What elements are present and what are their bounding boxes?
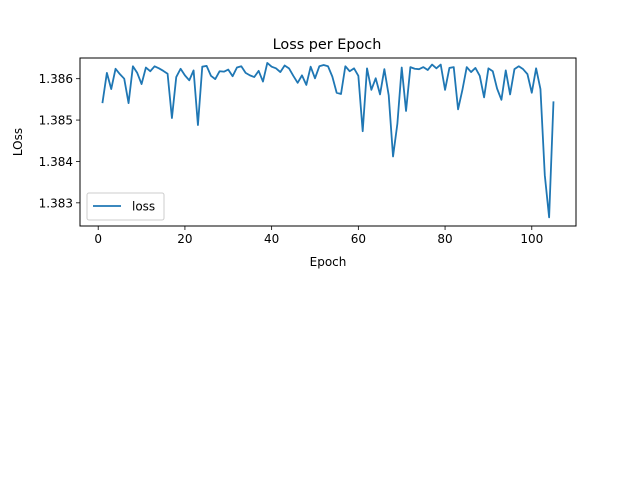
x-tick-label: 40	[264, 232, 279, 246]
loss-series-line	[101, 62, 555, 219]
y-axis-label: LOss	[11, 128, 25, 156]
x-axis-label: Epoch	[310, 255, 347, 269]
x-tick-label: 60	[351, 232, 366, 246]
y-axis-ticks: 1.383 1.384 1.385 1.386	[39, 72, 80, 210]
x-tick-label: 100	[520, 232, 543, 246]
y-tick-label: 1.384	[39, 155, 73, 169]
y-tick-label: 1.383	[39, 196, 73, 210]
legend-box	[86, 192, 165, 221]
y-tick-label: 1.385	[39, 114, 73, 128]
plot-frame	[79, 57, 577, 227]
x-axis-ticks: 0 20 40 60 80 100	[94, 226, 543, 246]
x-tick-label: 0	[94, 232, 102, 246]
y-tick-label: 1.386	[39, 72, 73, 86]
legend-label-loss: loss	[132, 200, 155, 214]
x-tick-label: 80	[437, 232, 452, 246]
legend: loss	[86, 192, 165, 221]
x-tick-label: 20	[177, 232, 192, 246]
chart-title: Loss per Epoch	[273, 37, 382, 53]
